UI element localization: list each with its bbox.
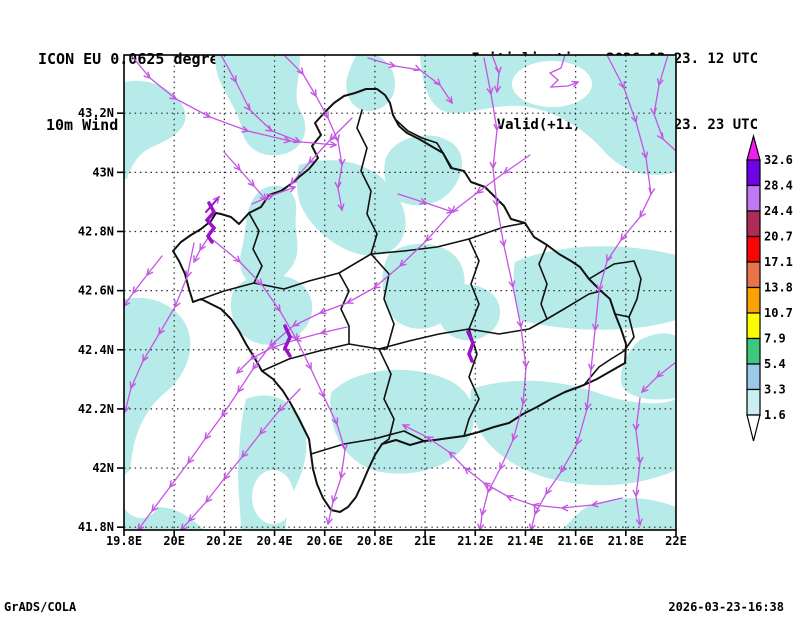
colorbar-tick-label: 7.9	[764, 332, 786, 346]
x-tick-label: 20.6E	[307, 534, 343, 548]
y-tick-label: 42.8N	[78, 224, 114, 238]
x-tick-label: 21.8E	[608, 534, 644, 548]
colorbar-tick-label: 32.6	[764, 153, 793, 167]
y-tick-label: 42.2N	[78, 402, 114, 416]
x-tick-label: 21.2E	[457, 534, 493, 548]
colorbar-tick-label: 10.7	[764, 306, 793, 320]
x-tick-label: 20.2E	[206, 534, 242, 548]
colorbar-tick-label: 17.1	[764, 255, 793, 269]
x-tick-label: 20.8E	[357, 534, 393, 548]
y-tick-label: 42.6N	[78, 284, 114, 298]
y-tick-label: 43N	[92, 165, 114, 179]
grads-wind-map-page: ICON EU 0.0625 degree 10m Wind [m/s] Ini…	[0, 0, 800, 618]
colorbar-tick-label: 20.7	[764, 230, 793, 244]
colorbar: 32.6 28.4 24.4 20.7 17.1 13.8 10.7 7.9 5.4 3.3 1.6	[747, 136, 793, 441]
x-tick-label: 20E	[163, 534, 185, 548]
colorbar-segment	[747, 364, 760, 390]
x-tick-label: 21.6E	[558, 534, 594, 548]
colorbar-segment	[747, 237, 760, 263]
colorbar-tick-label: 24.4	[764, 204, 793, 218]
y-axis: 43.2N 43N 42.8N 42.6N 42.4N 42.2N 42N 41.8N	[78, 106, 124, 534]
x-tick-label: 21E	[414, 534, 436, 548]
creation-timestamp: 2026-03-23-16:38	[668, 600, 784, 614]
colorbar-tick-label: 5.4	[764, 357, 786, 371]
grads-credit: GrADS/COLA	[4, 600, 76, 614]
colorbar-arrow-bottom	[747, 415, 760, 441]
colorbar-tick-label: 1.6	[764, 408, 786, 422]
colorbar-segment	[747, 390, 760, 416]
wind-map-plot: 19.8E 20E 20.2E 20.4E 20.6E 20.8E 21E 21.2E 21.4…	[0, 0, 800, 618]
colorbar-tick-label: 3.3	[764, 383, 786, 397]
colorbar-arrow-top	[747, 136, 760, 160]
x-tick-label: 22E	[665, 534, 687, 548]
y-tick-label: 41.8N	[78, 520, 114, 534]
colorbar-segment	[747, 160, 760, 186]
y-tick-label: 43.2N	[78, 106, 114, 120]
y-tick-label: 42N	[92, 461, 114, 475]
colorbar-tick-label: 28.4	[764, 179, 793, 193]
colorbar-segment	[747, 262, 760, 288]
colorbar-segment	[747, 211, 760, 237]
x-axis: 19.8E 20E 20.2E 20.4E 20.6E 20.8E 21E 21.2E 21.4…	[106, 530, 687, 548]
colorbar-segment	[747, 186, 760, 212]
x-tick-label: 20.4E	[256, 534, 292, 548]
colorbar-tick-label: 13.8	[764, 281, 793, 295]
colorbar-segment	[747, 288, 760, 314]
colorbar-segment	[747, 339, 760, 365]
x-tick-label: 19.8E	[106, 534, 142, 548]
y-tick-label: 42.4N	[78, 343, 114, 357]
x-tick-label: 21.4E	[507, 534, 543, 548]
colorbar-segment	[747, 313, 760, 339]
